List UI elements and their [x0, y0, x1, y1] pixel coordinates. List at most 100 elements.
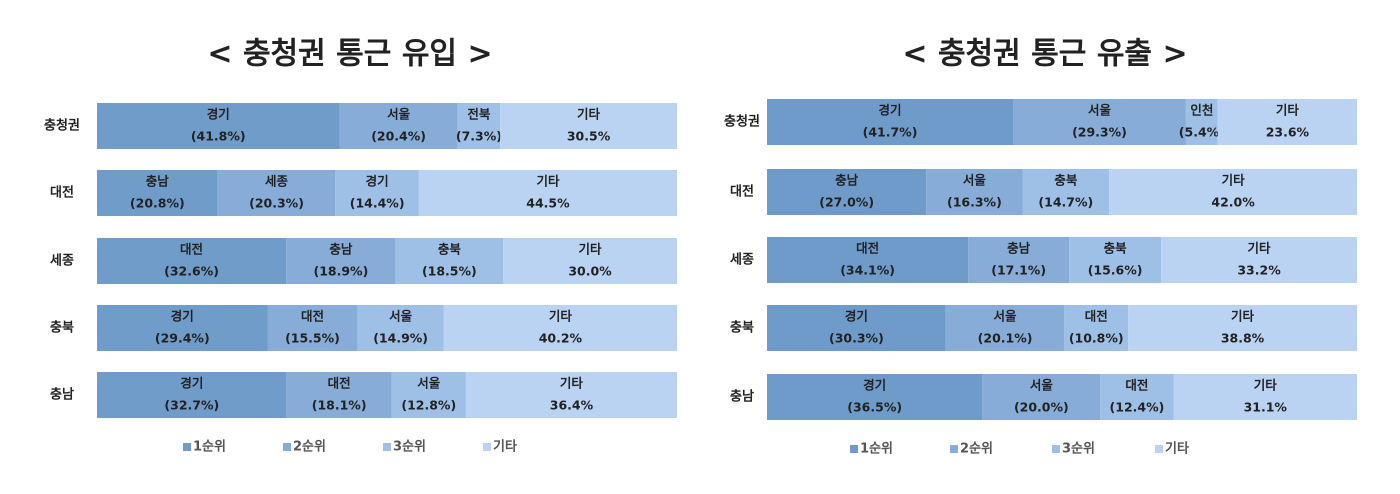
segment-place: 서울	[1030, 378, 1054, 393]
bar-segment	[97, 170, 218, 216]
segment-place: 경기	[863, 378, 886, 393]
row-label: 세종	[50, 254, 74, 269]
segment-value: (36.5%)	[847, 400, 902, 415]
segment-value: (20.1%)	[978, 331, 1033, 346]
legend-label: 3순위	[393, 440, 426, 455]
segment-place: 서울	[389, 309, 413, 324]
segment-value: 23.6%	[1266, 125, 1310, 140]
segment-value: (27.0%)	[819, 195, 874, 210]
bar-segment	[968, 237, 1070, 283]
segment-value: 30.5%	[567, 129, 611, 144]
bar-segment	[97, 238, 287, 284]
segment-value: (30.3%)	[829, 331, 884, 346]
bar-segment	[286, 238, 396, 284]
segment-value: (32.7%)	[164, 398, 219, 413]
bar-segment	[1069, 237, 1162, 283]
segment-value: (15.6%)	[1088, 263, 1143, 278]
segment-place: 기타	[578, 242, 602, 257]
segment-place: 서울	[1088, 103, 1112, 118]
legend-swatch	[850, 445, 858, 453]
legend-label: 1순위	[193, 440, 226, 455]
bar-segment	[217, 170, 336, 216]
row-label: 충북	[730, 320, 754, 336]
row-label: 세종	[730, 253, 754, 268]
bar-segment	[97, 103, 340, 149]
segment-value: (18.5%)	[422, 264, 477, 279]
segment-value: (16.3%)	[947, 195, 1002, 210]
segment-place: 경기	[845, 309, 868, 324]
bar-segment	[767, 169, 927, 215]
segment-place: 경기	[180, 376, 203, 391]
bar-segment	[97, 372, 287, 418]
segment-value: 33.2%	[1237, 263, 1281, 278]
segment-place: 경기	[207, 107, 230, 122]
segment-place: 기타	[1222, 173, 1246, 188]
bar-segment	[1100, 374, 1174, 420]
segment-value: (20.4%)	[371, 129, 426, 144]
segment-place: 경기	[171, 309, 194, 324]
segment-value: (5.4%)	[1179, 125, 1225, 140]
bar-segment	[503, 238, 677, 284]
segment-value: (20.8%)	[130, 196, 185, 211]
bar-segment	[357, 305, 444, 351]
legend-swatch	[1052, 445, 1060, 453]
segment-place: 전북	[467, 107, 491, 122]
legend-swatch	[1155, 445, 1163, 453]
segment-value: 40.2%	[539, 331, 583, 346]
segment-value: (20.0%)	[1014, 400, 1069, 415]
segment-place: 서울	[387, 107, 411, 122]
segment-place: 대전	[856, 241, 879, 256]
segment-place: 기타	[536, 174, 560, 189]
legend-label: 기타	[1165, 441, 1189, 457]
segment-place: 충북	[1054, 173, 1078, 188]
segment-place: 경기	[366, 174, 389, 189]
bar-segment	[926, 169, 1023, 215]
segment-value: (34.1%)	[840, 263, 895, 278]
bar-segment	[1217, 99, 1357, 145]
legend-label: 기타	[493, 439, 517, 455]
segment-value: (14.7%)	[1038, 195, 1093, 210]
segment-value: (32.6%)	[164, 264, 219, 279]
segment-place: 인천	[1190, 103, 1213, 118]
segment-value: (18.1%)	[312, 398, 367, 413]
bar-segment	[500, 103, 677, 149]
bar-segment	[982, 374, 1101, 420]
segment-place: 서울	[417, 376, 441, 391]
legend-swatch	[183, 443, 191, 451]
chart-title: < 충청권 통근 유출 >	[902, 37, 1187, 72]
bar-segment	[1173, 374, 1357, 420]
segment-place: 기타	[577, 107, 601, 122]
segment-place: 서울	[994, 309, 1018, 324]
bar-segment	[418, 170, 677, 216]
segment-value: (29.4%)	[155, 331, 210, 346]
segment-place: 대전	[180, 242, 203, 257]
segment-place: 충북	[1104, 241, 1128, 256]
bar-segment	[267, 305, 358, 351]
bar-segment	[767, 305, 946, 351]
row-label: 대전	[730, 184, 754, 200]
bar-segment	[286, 372, 392, 418]
row-label: 충남	[730, 389, 754, 405]
bar-segment	[391, 372, 466, 418]
legend-swatch	[383, 443, 391, 451]
bar-segment	[767, 374, 983, 420]
bar-segment	[465, 372, 677, 418]
legend-swatch	[950, 445, 958, 453]
segment-value: (12.4%)	[1110, 400, 1165, 415]
row-label: 대전	[50, 185, 74, 201]
segment-place: 충남	[835, 173, 859, 188]
segment-place: 기타	[1231, 309, 1255, 324]
segment-value: (7.3%)	[456, 129, 502, 144]
bar-segment	[1128, 305, 1357, 351]
segment-value: 30.0%	[568, 264, 612, 279]
bar-segment	[457, 103, 501, 149]
bar-segment	[395, 238, 503, 284]
segment-value: (41.8%)	[191, 129, 246, 144]
segment-place: 세종	[265, 174, 289, 189]
bar-segment	[1109, 169, 1357, 215]
segment-value: 44.5%	[526, 196, 570, 211]
segment-place: 대전	[1085, 309, 1108, 324]
legend-swatch	[283, 443, 291, 451]
bar-segment	[97, 305, 268, 351]
